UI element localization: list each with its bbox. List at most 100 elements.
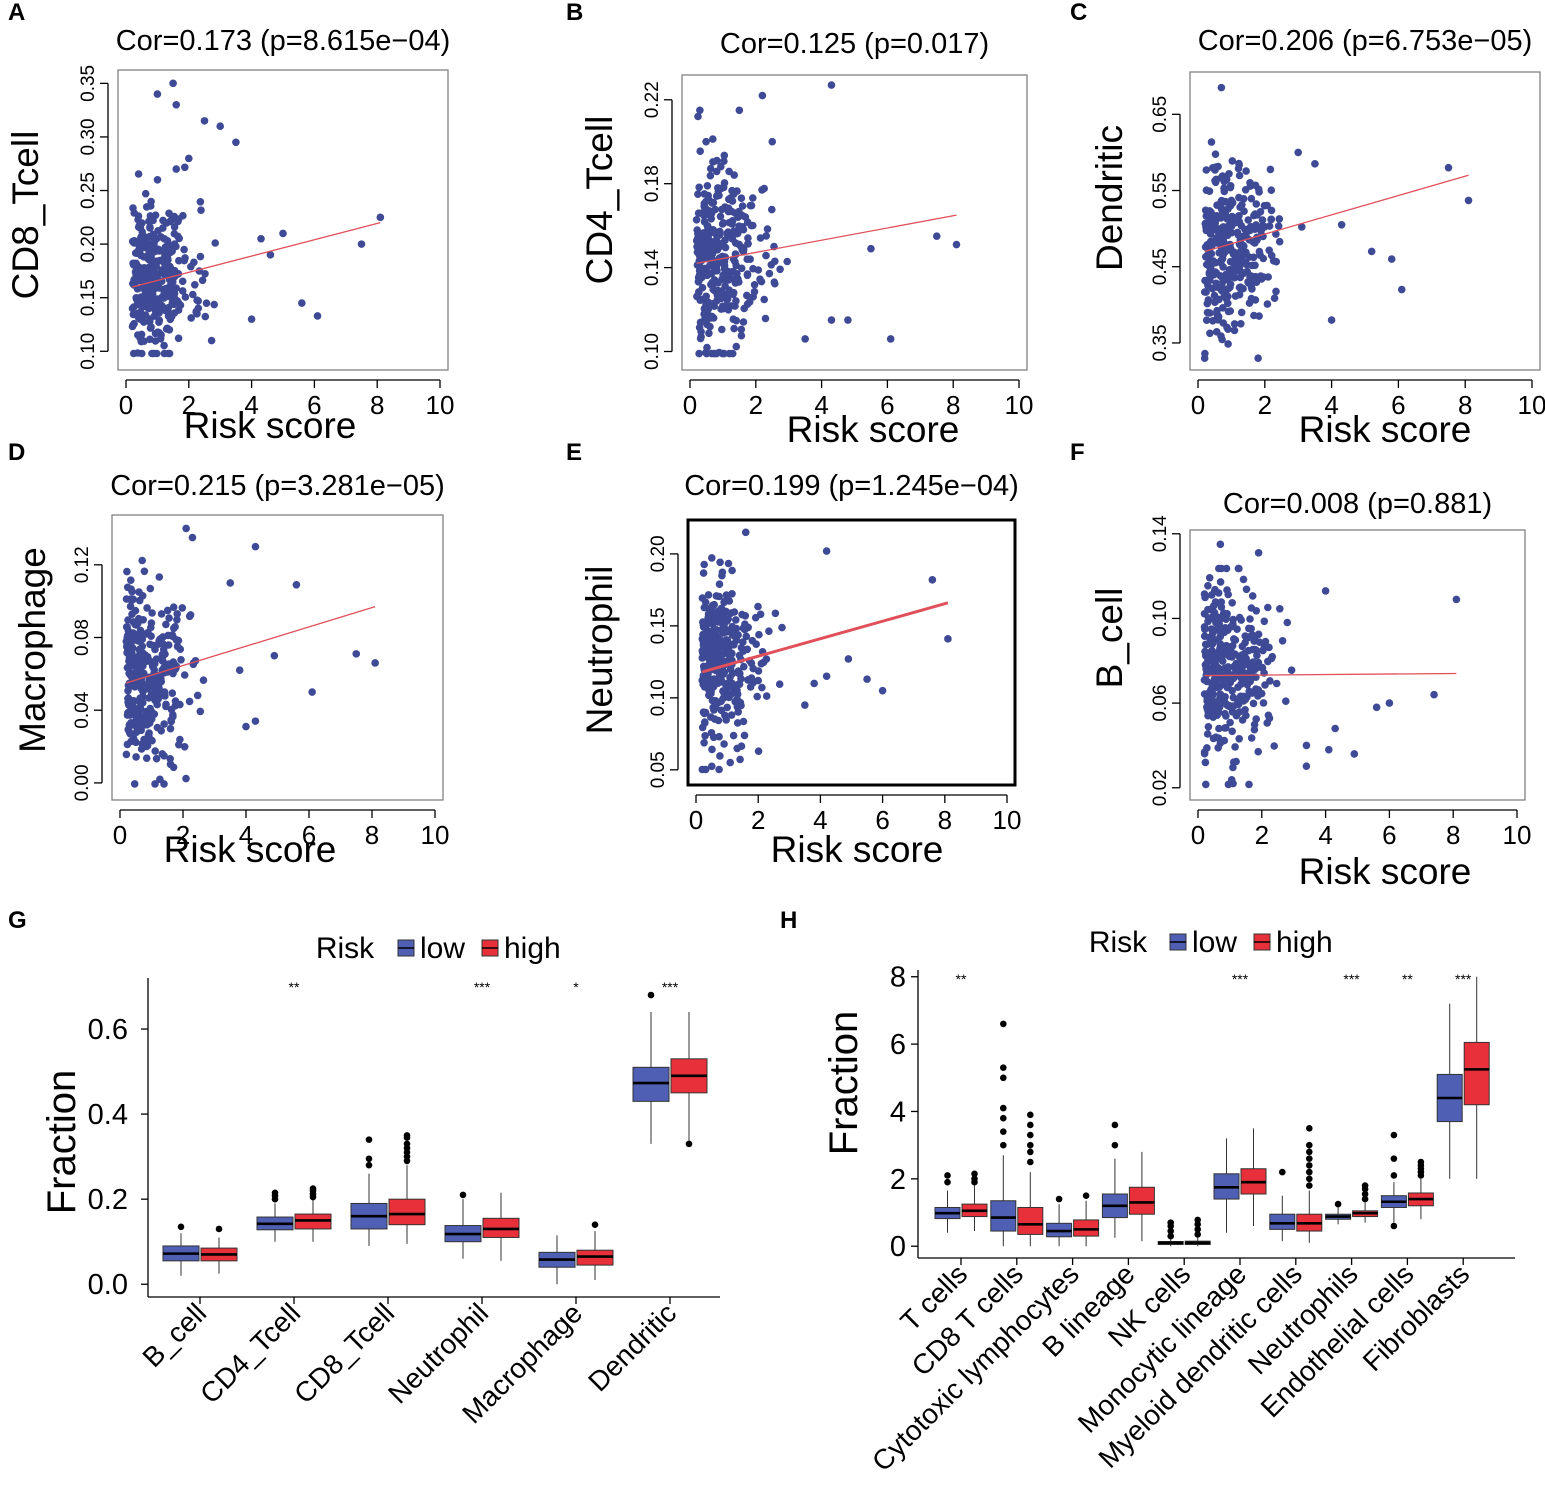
- x-tick-label: 8: [365, 820, 379, 850]
- outlier-point: [1111, 1141, 1119, 1149]
- data-point: [716, 558, 724, 567]
- scatter-panel-a: A Cor=0.173 (p=8.615e−04) 0 2 4 6 8 10 Risk scor…: [5, 0, 454, 446]
- data-point: [754, 266, 763, 274]
- data-point: [886, 335, 895, 343]
- data-point: [730, 608, 739, 616]
- data-point: [1464, 196, 1473, 205]
- data-point: [130, 303, 138, 311]
- data-point: [701, 598, 710, 607]
- data-point: [726, 758, 735, 767]
- data-point: [1207, 267, 1215, 276]
- data-point: [1206, 276, 1214, 284]
- data-point: [719, 219, 728, 227]
- x-axis: 0 2 4 6 8 10 Risk score: [113, 809, 450, 870]
- legend-label-low: low: [1192, 926, 1237, 959]
- outlier-point: [944, 1172, 951, 1179]
- data-point: [1298, 223, 1306, 231]
- data-point: [1203, 744, 1211, 752]
- data-point: [708, 745, 716, 754]
- y-axis-title: Neutrophil: [579, 566, 620, 735]
- data-point: [778, 623, 786, 632]
- x-tick-label: 10: [421, 820, 450, 850]
- data-points: [1200, 83, 1473, 362]
- data-point: [196, 252, 205, 261]
- data-point: [701, 239, 709, 248]
- data-point: [1205, 187, 1214, 195]
- box-macrophage-low: [538, 1235, 576, 1285]
- data-point: [157, 610, 166, 618]
- regression-line: [1204, 672, 1457, 677]
- data-point: [232, 138, 240, 147]
- data-point: [197, 206, 205, 214]
- data-point: [760, 295, 768, 304]
- data-point: [743, 255, 751, 263]
- data-point: [138, 592, 147, 600]
- x-tick-label: 0: [1191, 820, 1205, 850]
- data-point: [1213, 306, 1221, 315]
- outlier-point: [1000, 1020, 1007, 1028]
- data-point: [163, 324, 171, 333]
- outlier-point: [1361, 1182, 1369, 1189]
- data-point: [150, 283, 159, 292]
- data-point: [1221, 724, 1229, 732]
- data-point: [1205, 633, 1214, 642]
- x-tick-label: 6: [1391, 390, 1405, 420]
- data-point: [751, 613, 760, 622]
- box-cd8-t-cells-high: [1017, 1111, 1044, 1247]
- box-endothelial-cells-high: [1407, 1158, 1434, 1220]
- x-tick-label-cd8-tcell: CD8_Tcell: [288, 1297, 400, 1409]
- data-point: [694, 241, 703, 250]
- data-point: [749, 664, 757, 673]
- data-point: [713, 291, 722, 300]
- outlier-point: [1306, 1175, 1313, 1183]
- y-tick-label: 0.14: [642, 249, 663, 286]
- data-points: [128, 79, 385, 358]
- data-point: [695, 288, 703, 297]
- data-point: [123, 623, 131, 631]
- data-point: [1327, 316, 1336, 324]
- box-macrophage-high: [576, 1221, 614, 1280]
- data-point: [182, 524, 190, 533]
- data-point: [740, 304, 748, 313]
- data-point: [1444, 163, 1453, 172]
- data-point: [137, 284, 146, 292]
- x-tick-label: 4: [244, 390, 258, 420]
- data-point: [692, 216, 701, 224]
- data-point: [1228, 727, 1236, 736]
- data-point: [727, 711, 736, 719]
- data-point: [1211, 585, 1219, 594]
- data-point: [257, 234, 265, 243]
- data-point: [1234, 564, 1243, 573]
- data-point: [709, 247, 718, 255]
- scatter-panel-c: C Cor=0.206 (p=6.753e−05) 0 2 4 6 8 10 Risk scor…: [1070, 0, 1545, 450]
- outlier-point: [1390, 1222, 1398, 1230]
- data-point: [189, 290, 197, 299]
- data-point: [1237, 616, 1245, 624]
- data-point: [1324, 745, 1333, 754]
- regression-line: [701, 601, 949, 674]
- data-point: [1230, 635, 1238, 643]
- data-point: [1219, 304, 1227, 312]
- data-point: [1226, 182, 1235, 190]
- data-point: [1260, 617, 1269, 626]
- data-point: [169, 712, 177, 721]
- x-tick-label: 8: [1458, 390, 1472, 420]
- data-point: [1228, 653, 1236, 661]
- data-point: [708, 762, 716, 771]
- data-point: [180, 671, 189, 679]
- data-point: [1206, 237, 1215, 246]
- data-point: [147, 676, 155, 684]
- data-point: [1251, 181, 1260, 190]
- plot-frame: [681, 74, 1028, 371]
- data-point: [758, 683, 766, 692]
- x-axis: 0 2 4 6 8 10 Risk score: [1191, 379, 1545, 450]
- x-axis: 0 2 4 6 8 10 Risk score: [1191, 809, 1531, 892]
- data-point: [801, 335, 809, 343]
- data-point: [701, 315, 709, 324]
- x-axis-title: Risk score: [1299, 851, 1472, 892]
- data-point: [1247, 604, 1256, 612]
- data-point: [135, 645, 144, 654]
- data-point: [226, 579, 235, 587]
- y-axis-title: Macrophage: [12, 547, 53, 753]
- data-point: [720, 349, 728, 358]
